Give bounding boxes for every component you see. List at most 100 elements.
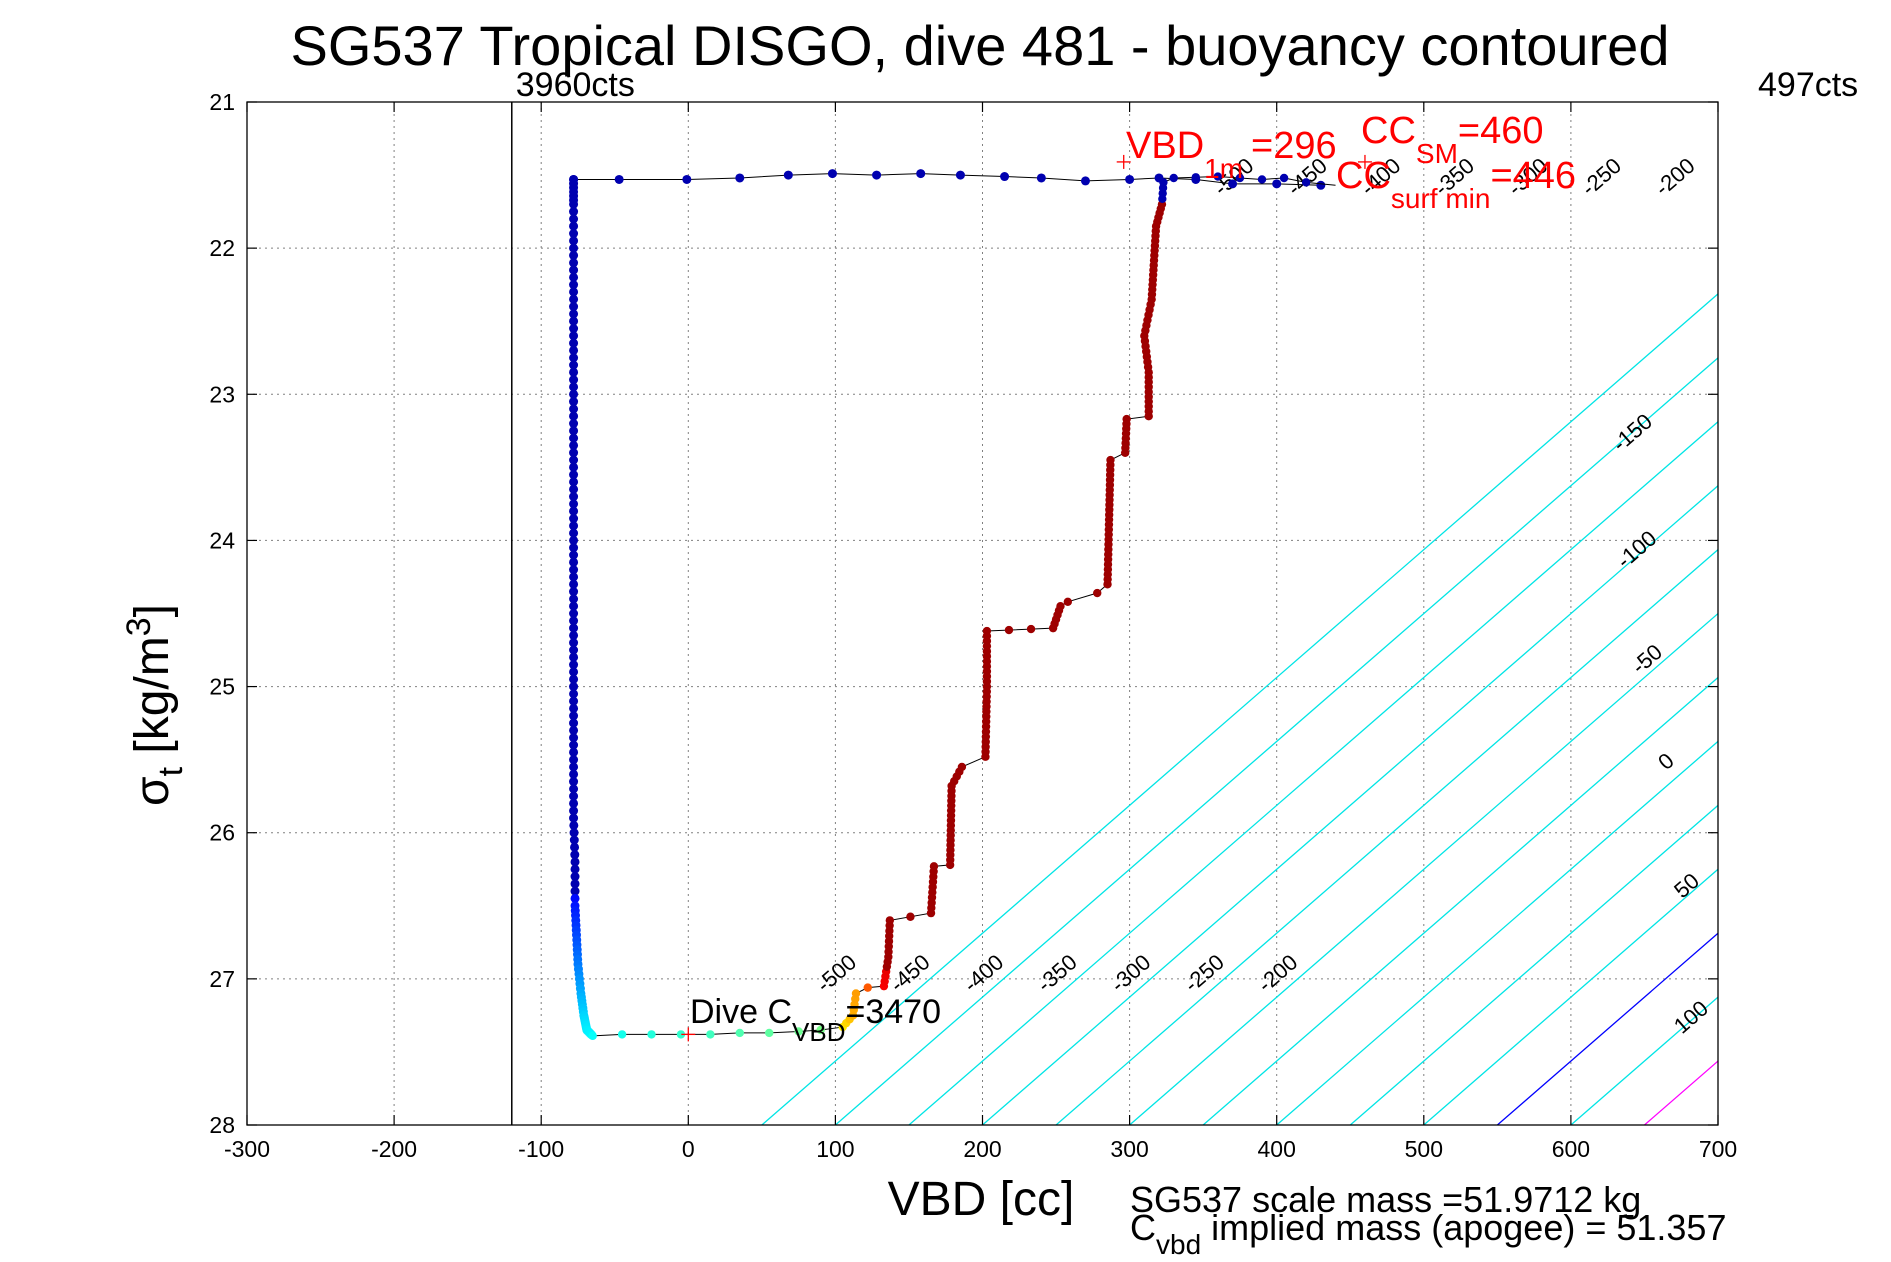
- y-tick-label: 26: [209, 820, 235, 846]
- descent-point: [569, 718, 579, 728]
- climb-point: [588, 1031, 597, 1041]
- descent-point: [569, 587, 579, 597]
- descent-point: [569, 667, 579, 677]
- descent-point: [569, 645, 579, 655]
- descent-point: [569, 747, 579, 757]
- descent-point: [569, 828, 579, 838]
- cc-sm-tail: =460: [1458, 110, 1544, 152]
- descent-point: [569, 711, 579, 721]
- dive-cvbd-sub: VBD: [792, 1017, 845, 1047]
- climb-point: [706, 1030, 715, 1039]
- descent-point: [569, 528, 579, 538]
- descent-point: [569, 294, 579, 304]
- climb-point: [1159, 178, 1168, 187]
- surface-point: [916, 169, 926, 179]
- cc-surf-min-sub: surf min: [1391, 183, 1491, 214]
- descent-point: [569, 397, 579, 407]
- descent-point: [569, 280, 579, 290]
- descent-point: [569, 462, 579, 472]
- climb-point: [1191, 173, 1200, 182]
- descent-point: [569, 506, 579, 516]
- surface-point: [1125, 174, 1135, 184]
- surface-point: [783, 170, 793, 180]
- cc-sm-sub: SM: [1416, 138, 1458, 169]
- buoyancy-contour-line: [1423, 868, 1718, 1125]
- x-tick-label: 700: [1699, 1136, 1737, 1162]
- descent-point: [569, 221, 579, 231]
- y-axis-label-unit: [kg/m: [126, 636, 179, 753]
- descent-point: [569, 550, 579, 560]
- climb-point: [906, 912, 915, 921]
- y-tick-label: 22: [209, 235, 235, 261]
- svg-text:σt [kg/m3]: σt [kg/m3]: [120, 604, 190, 806]
- descent-point: [569, 236, 579, 246]
- descent-point: [569, 791, 579, 801]
- climb-point: [1122, 414, 1131, 424]
- descent-point: [569, 440, 579, 450]
- climb-point: [851, 989, 861, 998]
- climb-point: [1063, 597, 1073, 607]
- cvbd-note-tail: implied mass (apogee) = 51.357: [1201, 1207, 1726, 1248]
- climb-point: [617, 1030, 627, 1039]
- cc-sm-annotation: CCSM=460: [1361, 110, 1543, 169]
- x-tick-label: 300: [1110, 1136, 1148, 1162]
- descent-point: [569, 331, 579, 341]
- surface-point: [872, 170, 882, 180]
- surface-track-line: [573, 173, 1321, 186]
- descent-point: [569, 784, 579, 794]
- cvbd-note-sub: vbd: [1156, 1229, 1201, 1260]
- axis-ticks: -300 -200 -100 0 100 200 300 400 500 600 700 21 22 23…: [209, 89, 1737, 1162]
- chart-title: SG537 Tropical DISGO, dive 481 - buoyanc…: [291, 14, 1670, 77]
- climb-point: [957, 762, 967, 772]
- climb-point: [1004, 625, 1014, 635]
- climb-point: [1169, 173, 1178, 183]
- climb-point: [1026, 624, 1036, 634]
- climb-point: [647, 1030, 656, 1039]
- descent-point: [569, 302, 579, 312]
- climb-point: [863, 983, 872, 992]
- descent-point: [569, 375, 579, 385]
- descent-point: [569, 470, 579, 480]
- descent-point: [569, 309, 579, 319]
- y-axis-label: σt [kg/m3]: [120, 604, 190, 806]
- descent-point: [569, 652, 579, 662]
- descent-point: [569, 769, 579, 779]
- x-tick-label: -200: [371, 1136, 417, 1162]
- descent-point: [569, 638, 579, 648]
- descent-point: [569, 484, 579, 494]
- climb-point: [735, 1028, 744, 1038]
- climb-point: [794, 1027, 803, 1036]
- climb-point: [1056, 601, 1065, 611]
- descent-point: [569, 455, 579, 465]
- vbd-1m-tail: =296: [1251, 125, 1337, 167]
- contour-lines: [761, 293, 1718, 1125]
- descent-point: [569, 609, 579, 618]
- climb-point: [1213, 172, 1223, 181]
- descent-point: [569, 207, 579, 217]
- climb-point: [1301, 178, 1311, 187]
- descent-point: [569, 813, 579, 823]
- climb-point: [1106, 455, 1115, 465]
- dive-cvbd-annotation: Dive CVBD=3470: [690, 993, 941, 1047]
- descent-point: [569, 265, 579, 275]
- climb-point: [676, 1030, 686, 1039]
- buoyancy-contour-line: [1496, 932, 1718, 1125]
- surface-point: [735, 173, 745, 183]
- y-tick-label: 28: [209, 1112, 235, 1138]
- descent-point: [569, 674, 579, 684]
- descent-point: [569, 492, 579, 502]
- descent-point: [569, 703, 579, 713]
- descent-point: [569, 382, 579, 392]
- y-tick-label: 21: [209, 89, 235, 115]
- y-axis-label-close: ]: [126, 604, 179, 617]
- descent-point: [569, 345, 579, 355]
- descent-point: [569, 835, 579, 845]
- surface-point: [1316, 180, 1326, 190]
- surface-point: [682, 174, 692, 184]
- x-tick-label: 0: [682, 1136, 695, 1162]
- buoyancy-contour-line: [908, 420, 1718, 1125]
- descent-point: [569, 820, 579, 830]
- descent-point: [569, 682, 579, 692]
- counts-label: 3960cts: [516, 66, 635, 104]
- x-tick-label: 200: [963, 1136, 1001, 1162]
